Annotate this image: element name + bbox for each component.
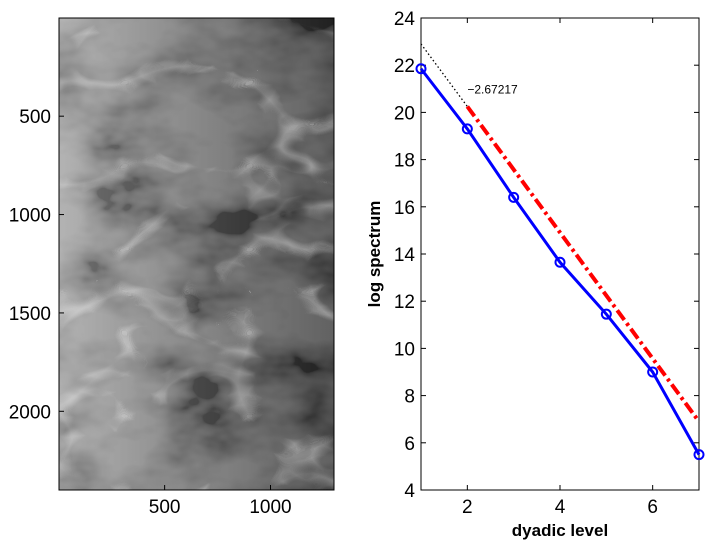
plot-y-tick-label: 24 bbox=[394, 9, 416, 30]
plot-y-tick-label: 10 bbox=[394, 339, 415, 360]
image-axes: 500 1000 500 1000 1500 2000 bbox=[9, 107, 292, 518]
slope-annotation: −2.67217 bbox=[467, 83, 518, 97]
series-line-spectrum bbox=[419, 67, 701, 456]
plot-frame bbox=[420, 17, 700, 491]
plot-y-tick-label: 4 bbox=[404, 481, 415, 502]
spectrum-point bbox=[415, 63, 427, 75]
spectrum-point bbox=[647, 366, 659, 378]
image-x-tick-label: 500 bbox=[149, 497, 181, 518]
image-frame bbox=[58, 17, 335, 491]
plot-y-tick-label: 22 bbox=[394, 56, 415, 77]
plot-y-tick-label: 14 bbox=[394, 245, 416, 266]
spectrum-point bbox=[461, 123, 473, 135]
grayscale-image bbox=[59, 18, 334, 490]
plot-x-tick-label: 2 bbox=[462, 497, 473, 518]
spectrum-point bbox=[508, 191, 520, 203]
plot-y-tick-label: 12 bbox=[394, 292, 415, 313]
plot-x-tick-label: 6 bbox=[647, 497, 658, 518]
image-panel: 500 1000 500 1000 1500 2000 bbox=[9, 17, 335, 518]
spectrum-point bbox=[554, 256, 566, 268]
image-y-tick-label: 2000 bbox=[9, 402, 51, 423]
x-axis-label: dyadic level bbox=[512, 521, 608, 540]
plot-y-tick-label: 8 bbox=[404, 387, 415, 408]
plot-y-tick-label: 20 bbox=[394, 103, 415, 124]
image-x-tick-label: 1000 bbox=[249, 497, 291, 518]
series-line-fit bbox=[465, 105, 701, 423]
y-axis-label: log spectrum bbox=[365, 201, 384, 308]
plot-y-tick-label: 16 bbox=[394, 198, 415, 219]
plot-y-tick-label: 6 bbox=[404, 434, 415, 455]
plot-series bbox=[415, 43, 705, 461]
image-y-tick-label: 1000 bbox=[9, 206, 51, 227]
plot-y-tick-label: 18 bbox=[394, 151, 415, 172]
series-line-fit-extension bbox=[420, 43, 468, 107]
spectrum-point bbox=[600, 308, 612, 320]
image-y-tick-label: 500 bbox=[19, 107, 51, 128]
image-y-tick-label: 1500 bbox=[9, 304, 51, 325]
plot-x-tick-label: 4 bbox=[555, 497, 566, 518]
spectrum-point bbox=[693, 449, 705, 461]
